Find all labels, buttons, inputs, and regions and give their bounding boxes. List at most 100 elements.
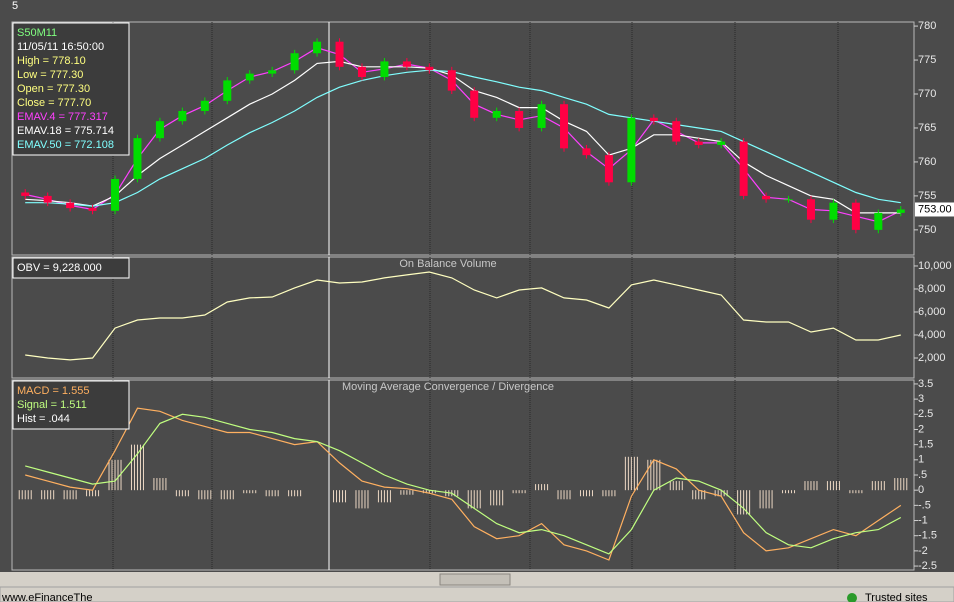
candle-body — [874, 212, 883, 230]
panel-title: On Balance Volume — [399, 258, 496, 270]
info-line: OBV = 9,228.000 — [17, 262, 102, 274]
candle-body — [335, 41, 344, 67]
candle-body — [402, 61, 411, 67]
y-tick-label: 755 — [918, 190, 936, 202]
status-bar — [0, 586, 954, 602]
y-tick-label: 2 — [918, 423, 924, 435]
candle-body — [492, 110, 501, 118]
candle-body — [290, 53, 299, 71]
info-line: Low = 777.30 — [17, 69, 83, 81]
panel — [11, 21, 915, 256]
indicator-line — [25, 413, 902, 555]
info-line: MACD = 1.555 — [17, 385, 89, 397]
info-line: EMAV.18 = 775.714 — [17, 125, 114, 137]
candle-body — [829, 202, 838, 220]
info-box — [12, 380, 130, 430]
indicator-line — [25, 407, 902, 561]
y-tick-label: 2,000 — [918, 352, 946, 364]
y-tick-label: 3 — [918, 393, 924, 405]
candle-body — [200, 100, 209, 111]
candle-body — [649, 117, 658, 122]
y-tick-label: 780 — [918, 20, 936, 32]
candle-body — [21, 192, 30, 196]
ema-line — [25, 47, 902, 223]
candle-body — [515, 110, 524, 128]
candle-body — [223, 80, 232, 101]
candle-body — [111, 178, 120, 211]
y-tick-label: -1 — [918, 514, 928, 526]
candle-body — [560, 104, 569, 149]
candle-body — [851, 202, 860, 230]
y-tick-label: 775 — [918, 54, 936, 66]
candle-body — [672, 121, 681, 142]
info-line: High = 778.10 — [17, 55, 86, 67]
candle-body — [88, 208, 97, 211]
y-tick-label: 760 — [918, 156, 936, 168]
candle-body — [178, 110, 187, 122]
last-price-label: 753.00 — [918, 203, 952, 215]
candle-body — [380, 61, 389, 78]
candle-body — [425, 66, 434, 71]
y-tick-label: -2.5 — [918, 560, 937, 572]
info-line: S50M11 — [17, 27, 57, 39]
info-line: EMAV.50 = 772.108 — [17, 139, 114, 151]
candle-body — [66, 202, 75, 209]
info-box — [12, 257, 130, 279]
candle-body — [470, 90, 479, 118]
y-tick-label: -2 — [918, 545, 928, 557]
y-tick-label: 750 — [918, 224, 936, 236]
y-tick-label: .5 — [918, 469, 927, 481]
info-line: Signal = 1.511 — [17, 399, 87, 411]
candle-body — [717, 141, 726, 145]
candle-body — [896, 209, 905, 213]
candle-body — [245, 73, 254, 81]
candle-body — [694, 141, 703, 145]
y-tick-label: 4,000 — [918, 329, 946, 341]
candle-body — [604, 155, 613, 183]
status-right: Trusted sites — [865, 592, 928, 602]
y-tick-label: 10,000 — [918, 260, 952, 272]
scroll-thumb[interactable] — [439, 573, 511, 586]
candle-body — [762, 195, 771, 200]
candle-body — [133, 138, 142, 179]
last-price-tag — [915, 202, 954, 217]
candle-body — [43, 195, 52, 203]
info-box — [12, 22, 130, 156]
info-line: 11/05/11 16:50:00 — [17, 41, 104, 53]
y-tick-label: 0 — [918, 484, 924, 496]
info-line: Hist = .044 — [17, 413, 70, 425]
candle-body — [627, 117, 636, 183]
candle-body — [313, 41, 322, 54]
panel-title: Moving Average Convergence / Divergence — [342, 381, 554, 393]
y-tick-label: 1.5 — [918, 439, 933, 451]
y-tick-label: -1.5 — [918, 530, 937, 542]
info-line: EMAV.4 = 777.317 — [17, 111, 108, 123]
candle-body — [582, 148, 591, 156]
y-tick-label: 6,000 — [918, 306, 946, 318]
y-tick-label: 765 — [918, 122, 936, 134]
y-tick-label: -.5 — [918, 499, 931, 511]
y-tick-label: 770 — [918, 88, 936, 100]
candle-body — [268, 70, 277, 74]
ema-line — [25, 60, 901, 214]
indicator-line — [25, 271, 901, 361]
ema-line — [25, 69, 901, 207]
y-tick-label: 1 — [918, 454, 924, 466]
status-left: www.eFinanceThe — [1, 592, 93, 602]
info-line: Close = 777.70 — [17, 97, 91, 109]
candle-body — [357, 66, 366, 78]
candle-body — [447, 70, 456, 91]
candle-body — [537, 104, 546, 128]
candle-body — [806, 199, 815, 220]
candle-body — [739, 141, 748, 196]
y-tick-label: 8,000 — [918, 283, 946, 295]
window-label: 5 — [12, 0, 18, 12]
y-tick-label: 3.5 — [918, 378, 933, 390]
zone-icon — [847, 593, 857, 602]
panel — [11, 256, 915, 379]
candle-body — [784, 199, 793, 201]
panel — [11, 379, 915, 571]
y-tick-label: 2.5 — [918, 408, 933, 420]
